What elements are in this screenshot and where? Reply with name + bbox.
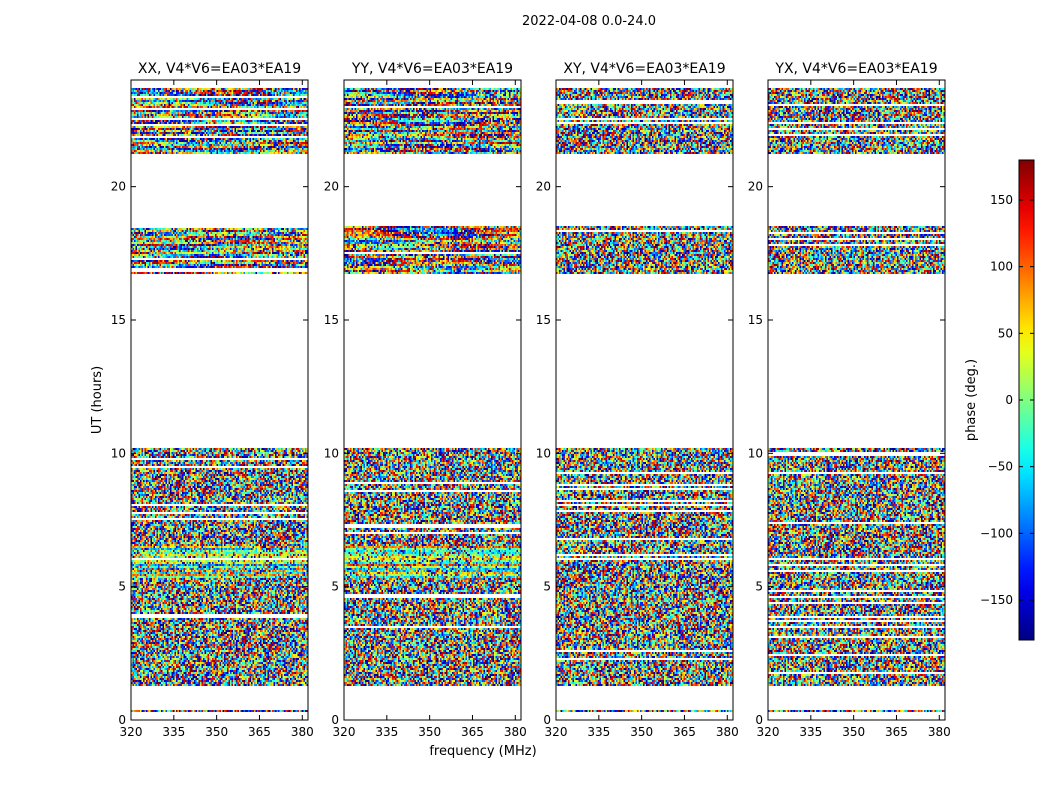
x-tick-label: 335 bbox=[162, 725, 185, 739]
colorbar-tick-label: −100 bbox=[980, 526, 1013, 540]
y-tick-label: 0 bbox=[543, 713, 551, 727]
y-tick-label: 15 bbox=[111, 313, 126, 327]
x-tick-label: 335 bbox=[587, 725, 610, 739]
x-tick-label: 350 bbox=[630, 725, 653, 739]
x-tick-label: 320 bbox=[545, 725, 568, 739]
panel-xy: XY, V4*V6=EA03*EA19 320 335 350 365 380 0 5 10 15… bbox=[536, 61, 739, 739]
y-tick-label: 15 bbox=[748, 313, 763, 327]
x-tick-label: 320 bbox=[333, 725, 356, 739]
y-tick-label: 0 bbox=[118, 713, 126, 727]
y-tick-label: 20 bbox=[748, 180, 763, 194]
y-tick-label: 10 bbox=[111, 446, 126, 460]
figure-suptitle: 2022-04-08 0.0-24.0 bbox=[522, 14, 656, 29]
colorbar-tick-label: 0 bbox=[1005, 393, 1013, 407]
y-tick-label: 15 bbox=[536, 313, 551, 327]
colorbar-tick-label: −150 bbox=[980, 593, 1013, 607]
x-tick-label: 380 bbox=[504, 725, 527, 739]
y-tick-label: 0 bbox=[331, 713, 339, 727]
panel-title: YY, V4*V6=EA03*EA19 bbox=[351, 61, 513, 77]
y-axis-label: UT (hours) bbox=[90, 366, 105, 434]
y-tick-label: 5 bbox=[118, 580, 126, 594]
axes-frame bbox=[555, 79, 734, 721]
x-tick-label: 380 bbox=[928, 725, 951, 739]
y-tick-label: 15 bbox=[324, 313, 339, 327]
colorbar: 150 100 50 0 −50 −100 −150 bbox=[980, 159, 1035, 641]
panel-yy: YY, V4*V6=EA03*EA19 320 335 350 365 380 0 5 10 15… bbox=[324, 61, 527, 739]
x-tick-label: 335 bbox=[799, 725, 822, 739]
x-tick-label: 320 bbox=[120, 725, 143, 739]
x-tick-label: 320 bbox=[757, 725, 780, 739]
axes-frame bbox=[767, 79, 946, 721]
colorbar-tick-label: 100 bbox=[990, 260, 1013, 274]
x-tick-label: 380 bbox=[291, 725, 314, 739]
x-tick-label: 350 bbox=[205, 725, 228, 739]
colorbar-tick-label: 50 bbox=[998, 326, 1013, 340]
y-tick-label: 5 bbox=[543, 580, 551, 594]
y-tick-label: 5 bbox=[755, 580, 763, 594]
heatmap-raster bbox=[131, 80, 308, 720]
axes-frame bbox=[343, 79, 522, 721]
panel-yx: YX, V4*V6=EA03*EA19 320 335 350 365 380 0 5 10 15… bbox=[748, 61, 951, 739]
y-tick-label: 20 bbox=[536, 180, 551, 194]
x-tick-label: 365 bbox=[248, 725, 271, 739]
y-tick-label: 10 bbox=[536, 446, 551, 460]
panel-title: XY, V4*V6=EA03*EA19 bbox=[563, 61, 725, 77]
x-tick-label: 365 bbox=[673, 725, 696, 739]
axes-frame bbox=[130, 79, 309, 721]
heatmap-raster bbox=[768, 80, 945, 720]
colorbar-label: phase (deg.) bbox=[964, 359, 979, 441]
x-tick-label: 350 bbox=[418, 725, 441, 739]
y-tick-label: 10 bbox=[324, 446, 339, 460]
panels-layer: XX, V4*V6=EA03*EA19 320 335 350 365 380 0 5 10 15… bbox=[111, 61, 951, 739]
panel-title: XX, V4*V6=EA03*EA19 bbox=[138, 61, 301, 77]
y-tick-label: 10 bbox=[748, 446, 763, 460]
y-tick-label: 20 bbox=[324, 180, 339, 194]
panel-xx: XX, V4*V6=EA03*EA19 320 335 350 365 380 0 5 10 15… bbox=[111, 61, 314, 739]
colorbar-tick-label: 150 bbox=[990, 193, 1013, 207]
y-tick-label: 5 bbox=[331, 580, 339, 594]
x-tick-label: 335 bbox=[375, 725, 398, 739]
heatmap-raster bbox=[556, 80, 733, 720]
y-tick-label: 0 bbox=[755, 713, 763, 727]
x-tick-label: 380 bbox=[716, 725, 739, 739]
y-tick-label: 20 bbox=[111, 180, 126, 194]
x-tick-label: 350 bbox=[842, 725, 865, 739]
heatmap-raster bbox=[344, 80, 521, 720]
colorbar-tick-label: −50 bbox=[988, 460, 1013, 474]
x-axis-label: frequency (MHz) bbox=[429, 744, 536, 759]
x-tick-label: 365 bbox=[885, 725, 908, 739]
panel-title: YX, V4*V6=EA03*EA19 bbox=[774, 61, 937, 77]
x-tick-label: 365 bbox=[461, 725, 484, 739]
